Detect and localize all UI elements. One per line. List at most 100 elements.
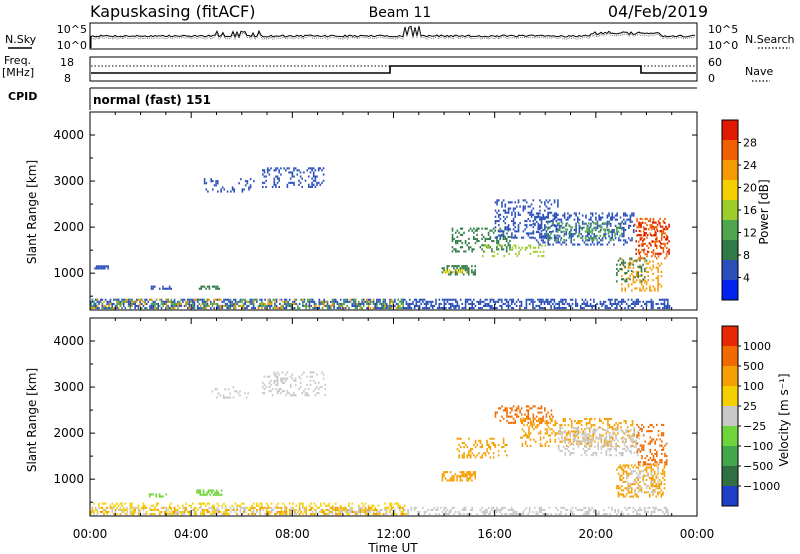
velocity-cell xyxy=(637,495,639,498)
power-cell xyxy=(458,240,460,243)
power-cell xyxy=(555,230,558,233)
power-cell xyxy=(486,298,488,301)
velocity-cell xyxy=(471,448,474,451)
power-cell xyxy=(611,233,614,236)
velocity-cell xyxy=(206,493,208,496)
power-cell xyxy=(622,278,625,281)
velocity-cell xyxy=(330,506,332,509)
power-cell xyxy=(639,230,642,233)
velocity-cell xyxy=(366,513,368,516)
power-cell xyxy=(534,218,536,221)
power-cell xyxy=(591,241,594,244)
power-cell xyxy=(226,307,228,310)
velocity-cell xyxy=(545,415,548,418)
velocity-cell xyxy=(474,477,476,480)
velocity-cell xyxy=(594,452,596,455)
power-cell xyxy=(210,178,212,181)
velocity-cell xyxy=(400,513,403,516)
power-cell xyxy=(385,302,388,305)
velocity-cell xyxy=(630,429,632,432)
power-cell xyxy=(254,298,256,301)
velocity-cell xyxy=(533,417,535,420)
velocity-cell xyxy=(572,439,575,442)
velocity-cell xyxy=(219,493,221,496)
power-cell xyxy=(525,298,528,301)
velocity-cell xyxy=(630,489,633,492)
velocity-cell xyxy=(641,448,643,451)
power-cell xyxy=(467,267,470,270)
velocity-cell xyxy=(304,394,307,397)
power-cell xyxy=(257,304,260,307)
velocity-cell xyxy=(509,508,511,511)
velocity-cell xyxy=(292,508,294,511)
power-cell xyxy=(99,265,101,268)
velocity-cell xyxy=(410,508,413,511)
power-cell xyxy=(583,226,585,229)
velocity-cell xyxy=(662,448,665,451)
velocity-cell xyxy=(626,447,629,450)
velocity-cell xyxy=(94,508,97,511)
power-cell xyxy=(325,304,327,307)
velocity-cell xyxy=(532,413,535,416)
velocity-cell xyxy=(529,424,532,427)
power-cell xyxy=(111,304,113,307)
velocity-cell xyxy=(618,452,621,455)
power-cell xyxy=(535,239,538,242)
power-cell xyxy=(288,171,290,174)
velocity-cell xyxy=(309,371,312,374)
velocity-cell xyxy=(285,506,288,509)
power-cell xyxy=(577,235,579,238)
velocity-cell xyxy=(205,504,207,507)
velocity-cell xyxy=(582,433,585,436)
velocity-cell xyxy=(463,452,465,455)
velocity-cell xyxy=(530,421,533,424)
power-cell xyxy=(252,307,255,310)
power-cell xyxy=(657,275,659,278)
power-cell xyxy=(338,307,340,310)
power-cell xyxy=(279,307,281,310)
power-cell xyxy=(584,236,587,239)
power-cell xyxy=(620,228,623,231)
power-cell xyxy=(284,300,286,303)
power-cell xyxy=(665,255,668,258)
power-cell xyxy=(558,241,561,244)
velocity-cell xyxy=(637,426,640,429)
power-cell xyxy=(492,240,495,243)
power-cell xyxy=(308,167,310,170)
velocity-cell xyxy=(443,471,445,474)
velocity-cell xyxy=(196,489,198,492)
velocity-cell xyxy=(584,452,586,455)
velocity-cell xyxy=(247,392,249,395)
velocity-cell xyxy=(600,452,603,455)
power-cell xyxy=(468,237,470,240)
power-cell xyxy=(224,298,227,301)
velocity-cell xyxy=(632,510,635,513)
power-cell xyxy=(535,231,538,234)
velocity-cell xyxy=(510,506,513,509)
velocity-cell xyxy=(637,463,640,466)
power-cell xyxy=(529,244,532,247)
velocity-cell xyxy=(228,508,230,511)
velocity-cell xyxy=(599,435,601,438)
velocity-cell xyxy=(430,508,432,511)
velocity-cell xyxy=(267,506,270,509)
power-cell xyxy=(117,302,120,305)
power-cell xyxy=(454,265,457,268)
power-cell xyxy=(509,246,511,249)
velocity-cell xyxy=(537,407,539,410)
velocity-cell xyxy=(619,493,621,496)
power-cell xyxy=(259,298,261,301)
power-cell xyxy=(344,307,347,310)
power-cell xyxy=(581,298,584,301)
power-cell xyxy=(554,224,556,227)
velocity-cell xyxy=(221,506,224,509)
power-cell xyxy=(544,228,546,231)
power-cell xyxy=(315,302,317,305)
power-cell xyxy=(650,302,653,305)
velocity-cell xyxy=(481,506,483,509)
power-cell xyxy=(609,216,612,219)
velocity-cell xyxy=(104,510,107,513)
power-cell xyxy=(644,269,646,272)
power-cell xyxy=(585,243,587,246)
power-cell xyxy=(443,298,446,301)
